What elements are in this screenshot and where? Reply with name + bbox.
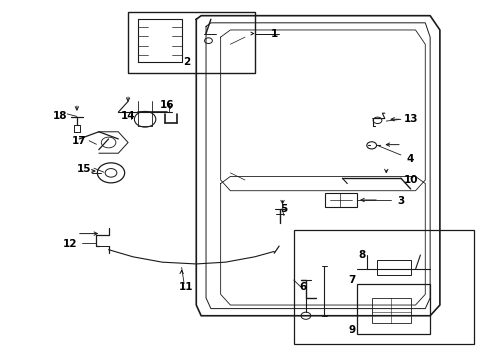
Text: 5: 5: [280, 203, 288, 213]
Text: 1: 1: [270, 28, 278, 39]
Bar: [128, 12, 255, 73]
Text: 7: 7: [348, 275, 356, 285]
Text: 6: 6: [300, 282, 307, 292]
Text: 9: 9: [348, 325, 356, 335]
Bar: [325, 193, 357, 207]
Text: 4: 4: [407, 154, 415, 163]
Text: 10: 10: [403, 175, 418, 185]
Text: 13: 13: [403, 114, 418, 124]
Bar: [376, 260, 411, 275]
Text: 11: 11: [179, 282, 194, 292]
Text: 16: 16: [160, 100, 174, 110]
Text: 12: 12: [62, 239, 77, 249]
Text: 15: 15: [77, 164, 92, 174]
Text: 14: 14: [121, 111, 135, 121]
Text: 18: 18: [52, 111, 67, 121]
Bar: [357, 284, 430, 334]
Text: 3: 3: [397, 197, 405, 206]
Text: 17: 17: [72, 136, 87, 146]
Bar: [372, 298, 411, 323]
Text: 2: 2: [183, 57, 190, 67]
Bar: [294, 230, 474, 344]
Text: 8: 8: [358, 250, 366, 260]
